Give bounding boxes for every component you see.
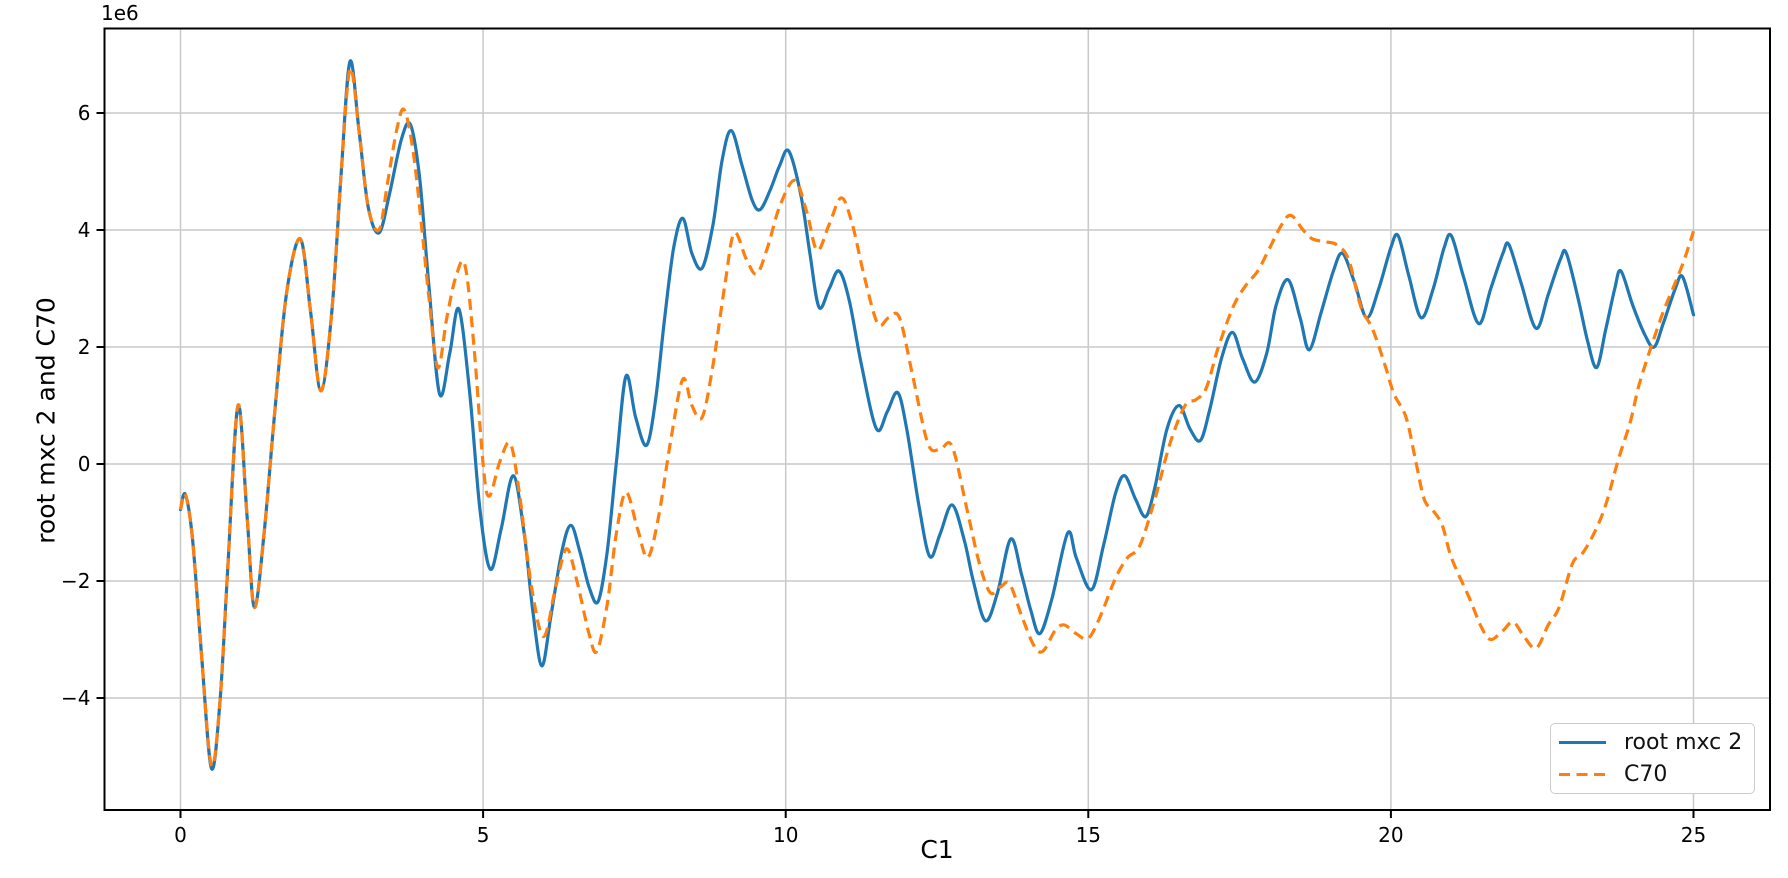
x-tick-label: 5: [477, 823, 490, 847]
y-tick-label: 2: [78, 335, 91, 359]
y-axis-offset-text: 1e6: [101, 1, 139, 25]
x-tick-label: 20: [1378, 823, 1403, 847]
legend-label: C70: [1624, 762, 1668, 788]
legend: root mxc 2 C70: [1550, 723, 1755, 794]
x-axis-label: C1: [920, 835, 954, 864]
x-tick-label: 10: [773, 823, 798, 847]
y-tick-label: 4: [78, 218, 91, 242]
y-tick-label: −2: [61, 569, 90, 593]
legend-dashed-line-sample: [1559, 773, 1606, 777]
series-root-mxc-2: [178, 59, 1696, 771]
x-tick-label: 15: [1076, 823, 1101, 847]
y-tick-label: 6: [78, 101, 91, 125]
x-tick-label: 25: [1681, 823, 1706, 847]
legend-entry-c70: C70: [1559, 761, 1746, 790]
legend-solid-line-sample: [1559, 740, 1606, 744]
y-axis-label: root mxc 2 and C70: [31, 297, 61, 544]
x-tick-label: 0: [174, 823, 187, 847]
legend-entry-root-mxc-2: root mxc 2: [1559, 728, 1746, 757]
y-tick-label: 0: [78, 452, 91, 476]
axes-spines: [103, 27, 1771, 811]
legend-label: root mxc 2: [1624, 729, 1743, 755]
y-tick-label: −4: [61, 686, 90, 710]
series-c70: [178, 66, 1696, 768]
